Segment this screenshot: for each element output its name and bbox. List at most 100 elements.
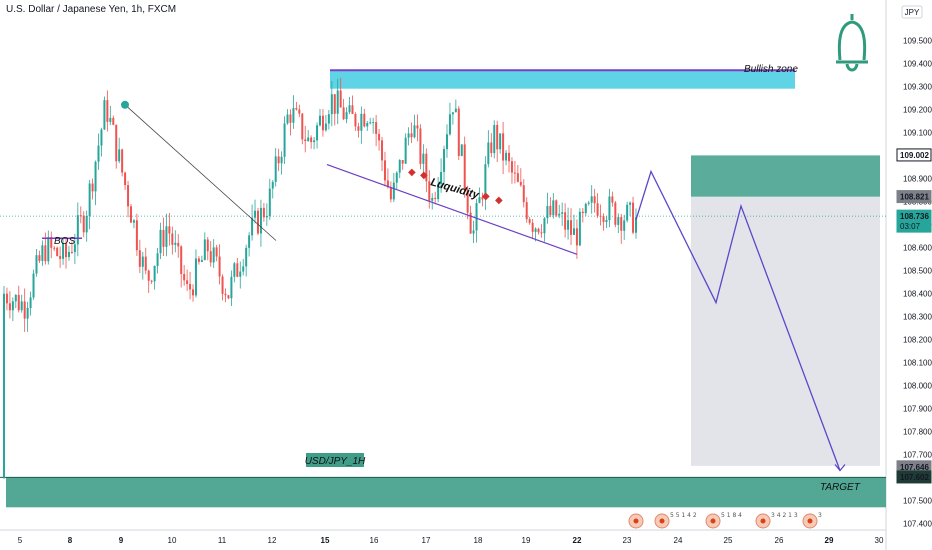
candle[interactable] [17,294,20,311]
projection-path[interactable] [635,169,841,471]
candle[interactable] [112,117,115,125]
candle[interactable] [330,94,333,115]
candle[interactable] [348,105,351,113]
candle[interactable] [620,217,623,231]
candle[interactable] [629,202,632,205]
candle[interactable] [575,228,578,246]
trend-line-down[interactable] [124,104,277,241]
candle[interactable] [76,215,79,245]
candle[interactable] [73,244,76,253]
candle[interactable] [242,266,245,272]
candle[interactable] [454,108,457,113]
candle[interactable] [200,260,203,262]
candle[interactable] [192,289,195,296]
candle[interactable] [271,181,274,189]
candle[interactable] [519,181,522,186]
candle[interactable] [262,207,265,218]
candle[interactable] [177,242,180,247]
candle[interactable] [259,207,262,234]
candle[interactable] [153,265,156,282]
candle[interactable] [23,301,26,319]
candle[interactable] [174,242,177,245]
liquidity-line[interactable] [326,164,578,255]
candle[interactable] [197,258,200,262]
candle[interactable] [183,274,186,281]
candle[interactable] [103,100,106,130]
candle[interactable] [381,140,384,161]
candle[interactable] [525,202,528,220]
candle[interactable] [230,276,233,299]
candle[interactable] [91,183,94,192]
candle[interactable] [53,247,56,249]
candle[interactable] [283,123,286,157]
candle[interactable] [596,203,599,216]
candle[interactable] [301,113,304,140]
candle[interactable] [304,139,307,142]
candle[interactable] [342,107,345,120]
candle[interactable] [593,196,596,204]
candle[interactable] [313,140,316,143]
candle[interactable] [437,184,440,200]
candle[interactable] [256,210,259,234]
candle[interactable] [127,185,130,207]
candle[interactable] [505,152,508,161]
candle[interactable] [218,256,221,277]
candle[interactable] [540,232,543,234]
candle[interactable] [165,226,168,247]
candle[interactable] [233,263,236,277]
candle[interactable] [227,295,230,299]
candle[interactable] [635,217,637,233]
candle[interactable] [457,108,460,156]
candle[interactable] [298,109,301,114]
candle[interactable] [268,188,271,217]
target-zone[interactable] [6,477,886,508]
candle[interactable] [416,125,419,129]
candle[interactable] [85,216,88,233]
candle[interactable] [354,113,357,127]
candle[interactable] [404,137,407,164]
candle[interactable] [3,293,5,478]
candle[interactable] [363,113,366,127]
candle[interactable] [180,246,183,275]
candle[interactable] [336,90,339,114]
candle[interactable] [70,251,73,253]
candle[interactable] [510,161,513,173]
candle[interactable] [189,284,192,290]
candle[interactable] [422,153,425,164]
candle[interactable] [35,255,38,274]
candle[interactable] [316,125,319,141]
candle[interactable] [138,250,141,267]
candle[interactable] [324,123,327,131]
candle[interactable] [277,156,280,164]
candle[interactable] [564,212,567,230]
candle[interactable] [319,115,321,126]
candle[interactable] [537,228,540,233]
candle[interactable] [162,229,165,247]
candle[interactable] [531,222,534,232]
candle[interactable] [460,144,463,156]
candle[interactable] [11,301,14,311]
candle[interactable] [493,124,496,154]
candle[interactable] [398,160,401,173]
candle[interactable] [614,202,617,225]
candle[interactable] [88,183,91,217]
candle[interactable] [502,133,505,161]
candle[interactable] [327,114,330,124]
candle[interactable] [203,239,206,261]
candle[interactable] [445,134,448,150]
candle[interactable] [212,247,215,263]
candle[interactable] [132,220,135,223]
candle[interactable] [236,263,239,277]
candle[interactable] [115,124,118,162]
candle[interactable] [407,133,410,138]
candle[interactable] [254,210,257,218]
candle[interactable] [599,215,602,217]
candle[interactable] [389,187,392,200]
candle[interactable] [572,228,575,235]
candle[interactable] [431,198,434,201]
candle[interactable] [434,198,437,200]
candle[interactable] [97,145,100,162]
candle[interactable] [357,126,360,131]
candle[interactable] [135,220,138,251]
